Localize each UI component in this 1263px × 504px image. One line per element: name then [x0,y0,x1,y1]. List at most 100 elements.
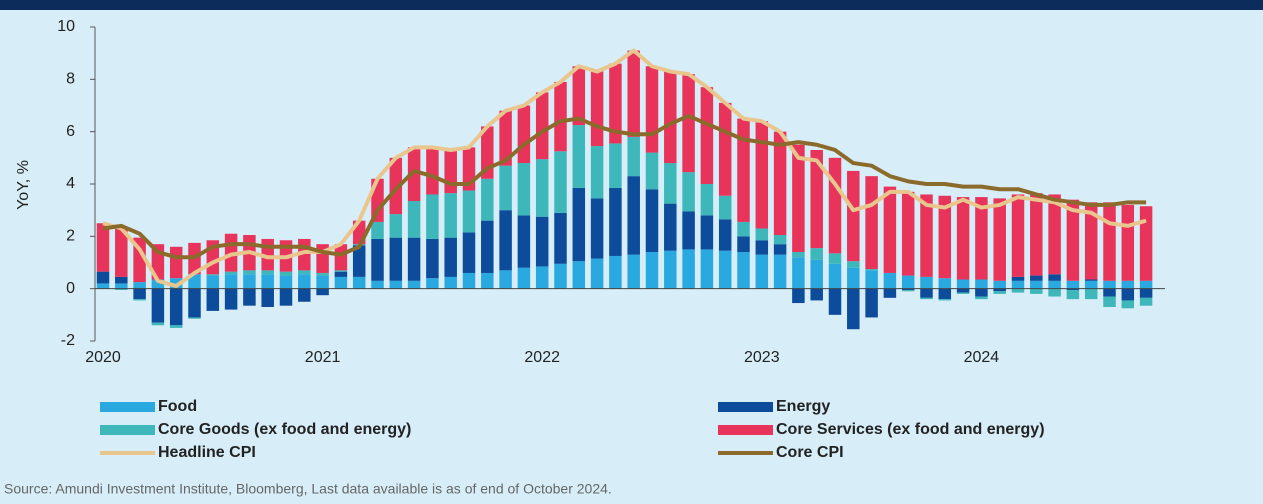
bar-segment [334,244,348,271]
top-band [0,0,1263,10]
bar-segment [115,288,128,290]
bar-segment [1103,280,1116,289]
bar-segment [993,198,1006,281]
bar-segment [993,288,1006,292]
bar-segment [956,279,970,289]
bar-segment [1048,288,1061,297]
bar-segment [828,157,842,254]
bar-segment [718,195,732,220]
bar-segment [426,238,439,279]
bar-segment [133,288,146,300]
bar-segment [517,267,531,289]
bar-segment [243,288,256,306]
bar-segment [517,105,531,164]
bar-segment [169,325,183,328]
bar-segment [682,249,695,289]
bar-segment [590,71,604,147]
legend-swatch [100,402,155,412]
bar-segment [828,263,842,289]
bar-segment [96,283,110,289]
bar-segment [609,143,622,188]
bar-segment [316,275,329,289]
bar-segment [1030,280,1043,289]
bar-segment [737,221,750,237]
bar-segment [1121,204,1135,281]
bar-segment [499,110,512,166]
bar-segment [151,279,165,289]
bar-segment [572,187,586,262]
bar-segment [1084,279,1098,281]
bar-segment [828,288,842,315]
bar-segment [938,299,952,301]
bar-segment [901,288,915,290]
bar-segment [792,288,805,304]
bar-segment [133,282,146,289]
bar-segment [1066,289,1080,300]
bar-segment [115,227,128,277]
bar-segment [773,235,787,245]
bar-segment [151,322,165,326]
bar-segment [554,151,567,213]
bar-segment [554,263,567,289]
bar-segment [444,237,457,277]
bar-segment [407,147,421,202]
bar-segment [572,125,586,188]
bar-segment [682,211,695,250]
bar-segment [188,317,201,319]
bar-segment [389,214,403,238]
bar-segment [645,152,659,190]
bar-segment [700,87,714,184]
bar-segment [334,270,348,272]
bar-segment [96,223,110,272]
bar-segment [444,149,457,194]
x-tick-label: 2023 [744,349,780,366]
legend-swatch [100,425,155,435]
legend-label: Energy [776,398,830,415]
bar-segment [206,274,220,276]
x-tick-label: 2024 [964,349,1000,366]
bar-segment [700,249,714,289]
bar-segment [535,266,549,289]
bar-segment [1030,275,1043,281]
bar-segment [1121,300,1135,309]
bar-segment [407,237,421,281]
bar-segment [1011,276,1025,281]
bar-segment [609,63,622,144]
bar-segment [938,288,952,300]
bar-segment [426,147,439,195]
bar-segment [901,275,915,289]
bar-segment [243,274,256,289]
bar-segment [1139,297,1153,306]
line-series [102,113,1147,260]
bar-segment [224,271,238,275]
bar-segment [1084,280,1098,289]
y-tick-label: -2 [61,332,75,349]
bar-segment [901,289,915,292]
bar-segment [1121,280,1135,289]
bar-segment [664,71,677,164]
bar-segment [1103,296,1116,307]
bar-segment [1139,206,1153,281]
bar-segment [462,232,476,273]
bar-segment [773,254,787,289]
bar-segment [755,240,769,255]
bar-segment [334,276,348,289]
bar-segment [810,248,823,260]
bar-segment [1030,193,1043,276]
bar-segment [444,193,457,238]
bar-segment [975,296,988,300]
y-tick-label: 10 [57,18,75,35]
bar-segment [810,259,823,289]
bar-segment [554,212,567,264]
bar-segment [920,288,933,298]
bar-segment [865,176,878,270]
y-tick-label: 8 [66,71,75,88]
legend-label: Core Goods (ex food and energy) [158,421,411,438]
bar-segment [224,288,238,310]
bar-segment [956,292,970,294]
bar-segment [810,288,823,301]
bar-segment [627,50,640,137]
bar-segment [444,276,457,289]
legend-label: Food [158,398,197,415]
bar-segment [792,252,805,258]
